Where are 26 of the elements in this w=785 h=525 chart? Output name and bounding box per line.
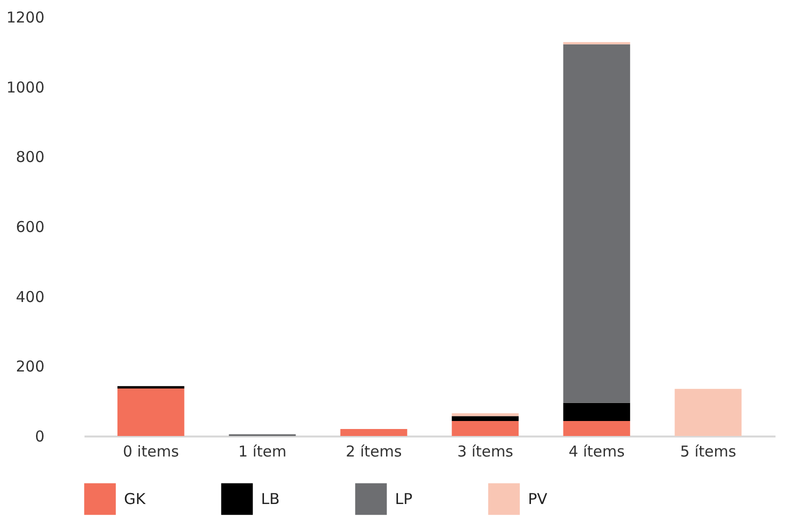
y-tick-label: 200 <box>16 358 44 376</box>
y-tick-label: 600 <box>16 218 44 236</box>
y-tick-label: 1200 <box>6 8 44 26</box>
legend-label: LP <box>395 490 412 508</box>
bar <box>340 429 408 436</box>
bar <box>563 44 630 403</box>
bar <box>452 420 519 436</box>
legend-label: PV <box>528 490 548 508</box>
bar <box>117 388 184 436</box>
x-tick-label: 5 ítems <box>680 442 736 460</box>
y-tick-label: 400 <box>16 288 44 306</box>
x-tick-label: 0 items <box>122 442 180 460</box>
x-tick-label: 1 ítem <box>238 442 286 460</box>
bar <box>563 420 630 436</box>
x-tick-label: 4 ítems <box>568 442 625 460</box>
y-tick-label: 800 <box>16 148 44 166</box>
legend-label: LB <box>261 490 280 508</box>
bar <box>452 416 519 421</box>
bar <box>674 388 742 436</box>
x-tick-label: 2 ítems <box>346 442 402 460</box>
x-tick-label: 3 ítems <box>457 442 514 460</box>
legend-label: GK <box>124 490 147 508</box>
bar <box>117 386 184 389</box>
y-tick-label: 1000 <box>6 78 44 96</box>
y-tick-label: 0 <box>34 428 44 446</box>
bar <box>563 402 630 421</box>
